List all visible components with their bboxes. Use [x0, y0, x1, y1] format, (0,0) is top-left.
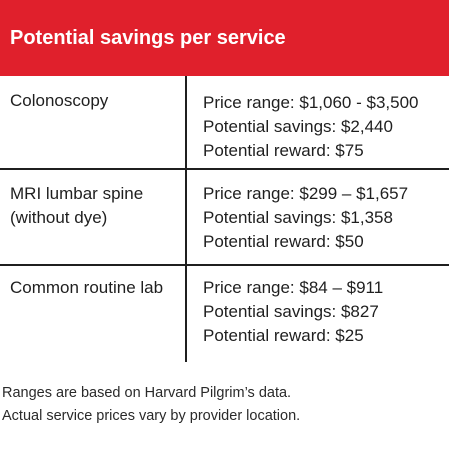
savings-table: Colonoscopy Price range: $1,060 - $3,500…	[0, 76, 449, 362]
potential-savings: Potential savings: $827	[203, 302, 379, 321]
footnote-line: Ranges are based on Harvard Pilgrim’s da…	[2, 385, 292, 401]
price-range: Price range: $1,060 - $3,500	[203, 93, 419, 112]
service-details: Price range: $1,060 - $3,500 Potential s…	[203, 91, 418, 163]
service-name: Common routine lab	[10, 278, 164, 297]
footnote: Ranges are based on Harvard Pilgrim’s da…	[2, 382, 300, 428]
service-details: Price range: $299 – $1,657 Potential sav…	[203, 182, 408, 254]
footnote-line: Actual service prices vary by provider l…	[2, 408, 301, 424]
table-row: MRI lumbar spine (without dye) Price ran…	[0, 168, 449, 264]
potential-reward: Potential reward: $25	[203, 326, 364, 345]
row-divider	[0, 168, 449, 170]
service-name: Colonoscopy	[10, 91, 109, 110]
table-row: Common routine lab Price range: $84 – $9…	[0, 264, 449, 362]
price-range: Price range: $299 – $1,657	[203, 184, 409, 203]
price-range: Price range: $84 – $911	[203, 278, 384, 297]
service-details: Price range: $84 – $911 Potential saving…	[203, 276, 383, 348]
potential-reward: Potential reward: $50	[203, 232, 364, 251]
column-divider	[185, 76, 187, 362]
row-divider	[0, 264, 449, 266]
potential-reward: Potential reward: $75	[203, 141, 364, 160]
potential-savings: Potential savings: $1,358	[203, 208, 393, 227]
table-row: Colonoscopy Price range: $1,060 - $3,500…	[0, 76, 449, 168]
service-name: MRI lumbar spine (without dye)	[10, 184, 144, 227]
page-title: Potential savings per service	[0, 0, 449, 76]
potential-savings: Potential savings: $2,440	[203, 117, 393, 136]
